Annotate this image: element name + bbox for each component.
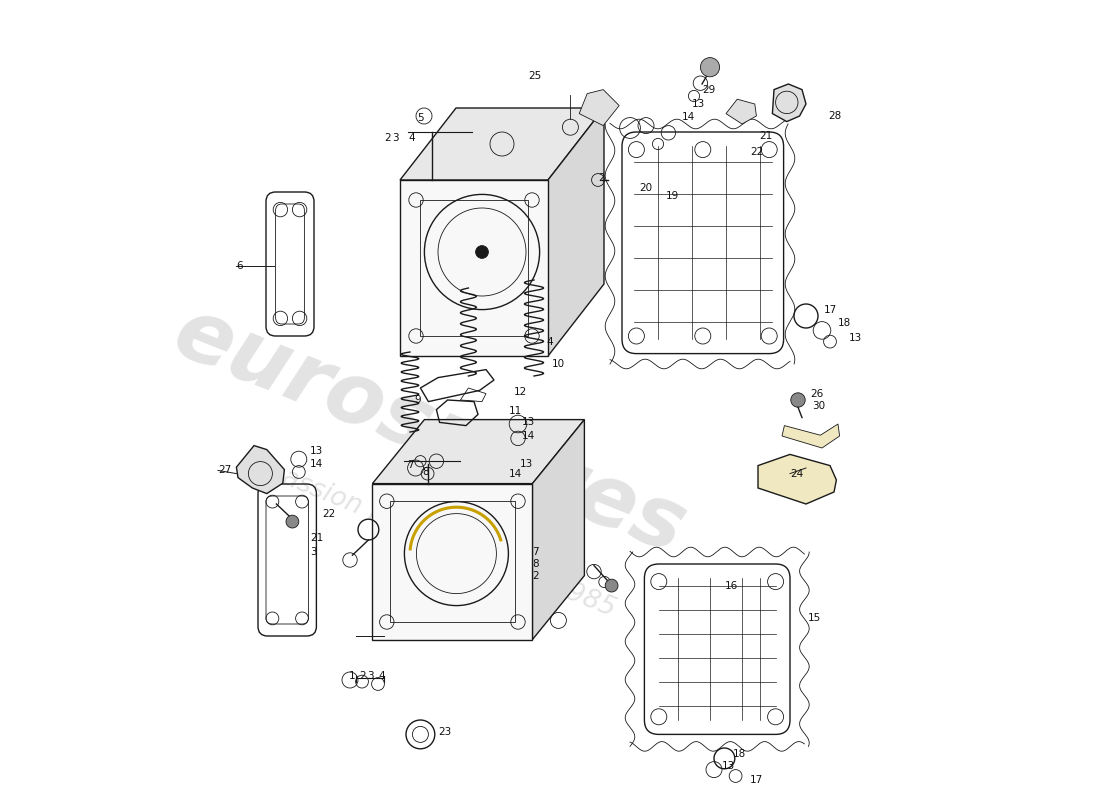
Text: 7: 7 bbox=[532, 547, 539, 557]
Text: 12: 12 bbox=[514, 387, 527, 397]
Text: 2: 2 bbox=[384, 134, 390, 143]
Text: 8: 8 bbox=[532, 559, 539, 569]
Text: 21: 21 bbox=[310, 533, 323, 542]
Text: 21: 21 bbox=[760, 131, 773, 141]
Text: 6: 6 bbox=[236, 261, 243, 270]
Polygon shape bbox=[782, 424, 839, 448]
Text: 19: 19 bbox=[666, 191, 680, 201]
Text: 2: 2 bbox=[532, 571, 539, 581]
Text: 16: 16 bbox=[725, 581, 738, 590]
Circle shape bbox=[286, 515, 299, 528]
Text: 13: 13 bbox=[692, 99, 705, 109]
Text: 3: 3 bbox=[367, 671, 374, 681]
Text: 8: 8 bbox=[422, 467, 429, 477]
Text: 17: 17 bbox=[750, 775, 763, 785]
Text: 22: 22 bbox=[750, 147, 763, 157]
Text: 14: 14 bbox=[508, 469, 521, 478]
Text: 10: 10 bbox=[551, 359, 564, 369]
Text: a passion for parts since 1985: a passion for parts since 1985 bbox=[241, 450, 619, 622]
Text: 11: 11 bbox=[508, 406, 521, 416]
Text: 4: 4 bbox=[547, 338, 553, 347]
Circle shape bbox=[605, 579, 618, 592]
Text: 1: 1 bbox=[349, 671, 355, 681]
Text: 15: 15 bbox=[807, 613, 821, 622]
Text: 14: 14 bbox=[682, 112, 695, 122]
Text: 2: 2 bbox=[598, 173, 605, 182]
Polygon shape bbox=[548, 108, 604, 356]
Text: 9: 9 bbox=[414, 395, 420, 405]
Text: 29: 29 bbox=[702, 85, 715, 94]
Text: 4: 4 bbox=[378, 671, 385, 681]
Text: 22: 22 bbox=[322, 509, 335, 518]
Text: 3: 3 bbox=[392, 134, 398, 143]
Text: 18: 18 bbox=[838, 318, 851, 328]
Text: 5: 5 bbox=[418, 113, 425, 122]
Text: 4: 4 bbox=[408, 134, 415, 143]
Text: 23: 23 bbox=[438, 727, 451, 737]
Circle shape bbox=[475, 246, 488, 258]
Text: 13: 13 bbox=[848, 333, 861, 342]
Polygon shape bbox=[580, 90, 619, 126]
Text: 14: 14 bbox=[310, 459, 323, 469]
Text: 3: 3 bbox=[310, 547, 317, 557]
Text: 30: 30 bbox=[813, 401, 825, 410]
Text: 13: 13 bbox=[310, 446, 323, 456]
Text: 24: 24 bbox=[790, 469, 803, 478]
Text: 14: 14 bbox=[522, 431, 536, 441]
Text: 2: 2 bbox=[360, 671, 366, 681]
Text: 13: 13 bbox=[522, 418, 536, 427]
Text: 27: 27 bbox=[218, 466, 231, 475]
Text: 13: 13 bbox=[722, 762, 735, 771]
Circle shape bbox=[701, 58, 719, 77]
Polygon shape bbox=[758, 454, 836, 504]
Polygon shape bbox=[400, 108, 604, 180]
Text: 18: 18 bbox=[733, 749, 746, 758]
Text: 17: 17 bbox=[824, 306, 837, 315]
Polygon shape bbox=[532, 419, 584, 640]
Text: 25: 25 bbox=[528, 71, 541, 81]
Polygon shape bbox=[726, 99, 757, 124]
Polygon shape bbox=[400, 180, 548, 356]
Text: 20: 20 bbox=[639, 183, 652, 193]
Text: 28: 28 bbox=[828, 111, 842, 121]
Text: eurospares: eurospares bbox=[162, 291, 698, 573]
Polygon shape bbox=[772, 84, 806, 122]
Text: 13: 13 bbox=[519, 459, 532, 469]
Text: 7: 7 bbox=[408, 460, 415, 470]
Polygon shape bbox=[373, 483, 532, 640]
Polygon shape bbox=[373, 419, 584, 483]
Polygon shape bbox=[236, 446, 285, 494]
Text: 26: 26 bbox=[810, 389, 823, 398]
Circle shape bbox=[791, 393, 805, 407]
